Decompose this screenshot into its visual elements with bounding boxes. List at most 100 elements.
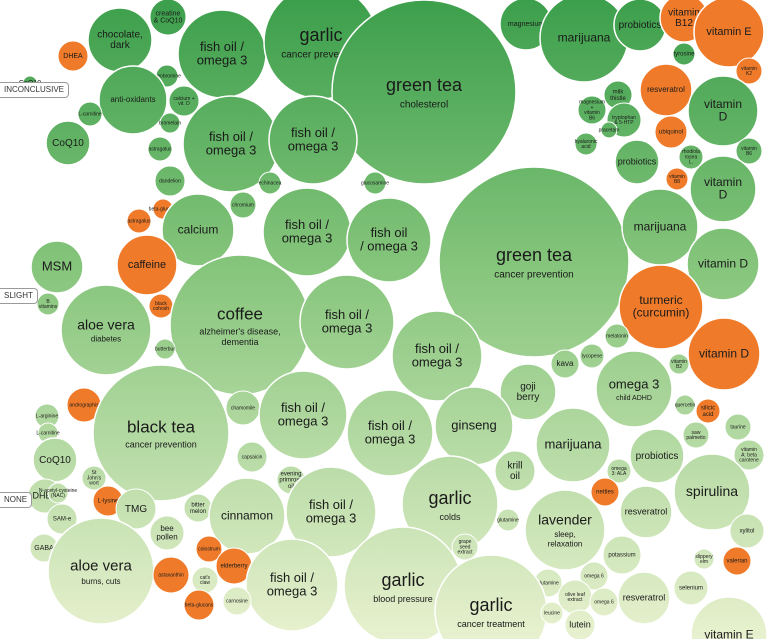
bubble-astaxanthin[interactable] xyxy=(152,556,190,594)
bubble-resveratrol[interactable] xyxy=(617,571,671,625)
bubble-resveratrol[interactable] xyxy=(619,485,673,539)
bubble-green-tea[interactable] xyxy=(438,166,630,358)
bubble-label-ginseng: ginseng xyxy=(451,418,497,433)
bubble-omega-6[interactable] xyxy=(579,561,609,591)
bubble-label-rhodiola-rosea-l: rhodiola rosea L. xyxy=(682,149,700,166)
bubble-colostrum[interactable] xyxy=(195,535,223,563)
bubble-dandelion[interactable] xyxy=(154,165,186,197)
bubble-grape-seed-extract[interactable] xyxy=(451,533,479,561)
bubble-pracetam[interactable] xyxy=(600,121,618,139)
bubble-tyrosine[interactable] xyxy=(672,42,696,66)
bubble-vitamin-e[interactable] xyxy=(690,596,768,639)
bubble-label-leucine: leucine xyxy=(544,610,560,616)
bubble-probiotics[interactable] xyxy=(629,428,685,484)
bubble-taurine[interactable] xyxy=(724,413,752,441)
bubble-melatonin[interactable] xyxy=(604,323,630,349)
bubble-lavender[interactable] xyxy=(524,489,606,571)
bubble-st-john-s-wort[interactable] xyxy=(81,465,107,491)
bubble-omega-3[interactable] xyxy=(595,350,673,428)
bubble-n-acetyl-cysteine-nac[interactable] xyxy=(47,482,69,504)
bubble-label-fish-oil-omega-3: fish oil / omega 3 xyxy=(412,341,463,370)
bubble-butterbur[interactable] xyxy=(154,338,176,360)
bubble-leucine[interactable] xyxy=(540,601,564,625)
bubble-valerian[interactable] xyxy=(722,546,752,576)
bubble-vitamin-d[interactable] xyxy=(687,75,759,147)
bubble-calcium[interactable] xyxy=(161,193,235,267)
bubble-hyaluronic-acid[interactable] xyxy=(574,132,598,156)
bubble-vitamin-k2[interactable] xyxy=(735,57,763,85)
bubble-vitamin-d[interactable] xyxy=(687,317,761,391)
bubble-fish-oil-omega-3[interactable] xyxy=(391,310,483,402)
bubble-vitamin-d[interactable] xyxy=(686,227,760,301)
bubble-lycopene[interactable] xyxy=(579,343,605,369)
bubble-fish-oil-omega-3[interactable] xyxy=(245,538,339,632)
bubble-sam-e[interactable] xyxy=(46,503,78,535)
bubble-echinacea[interactable] xyxy=(258,171,282,195)
bubble-label-vitamin-b8: vitamin B8 xyxy=(669,174,685,185)
bubble-chromium[interactable] xyxy=(229,191,257,219)
bubble-fish-oil-omega-3[interactable] xyxy=(258,370,348,460)
bubble-fish-oil-omega-3[interactable] xyxy=(299,274,395,370)
bubble-nettles[interactable] xyxy=(590,477,620,507)
bubble-vitamin-e[interactable] xyxy=(693,0,765,68)
bubble-astragalus[interactable] xyxy=(147,136,173,162)
bubble-bromelain[interactable] xyxy=(159,112,181,134)
bubble-vitamin-b2[interactable] xyxy=(668,353,690,375)
bubble-selenium[interactable] xyxy=(673,570,709,606)
bubble-turmeric-curcumin[interactable] xyxy=(618,264,704,350)
bubble-xylitol[interactable] xyxy=(729,513,765,549)
bubble-fish-oil-omega-3[interactable] xyxy=(268,95,358,185)
bubble-goji-berry[interactable] xyxy=(499,363,557,421)
bubble-vitamin-d[interactable] xyxy=(689,155,757,223)
bubble-silicic-acid[interactable] xyxy=(695,398,721,424)
bubble-astragalus[interactable] xyxy=(126,208,152,234)
bubble-anti-oxidants[interactable] xyxy=(98,65,168,135)
bubble-caffeine[interactable] xyxy=(116,234,178,296)
bubble-label-dhea: DHEA xyxy=(32,490,57,500)
bubble-calcium-vit-d[interactable] xyxy=(168,85,200,117)
bubble-krill-oil[interactable] xyxy=(494,450,536,492)
bubble-kava[interactable] xyxy=(550,349,580,379)
bubble-aloe-vera[interactable] xyxy=(60,284,152,376)
bubble-b-vitamins[interactable] xyxy=(36,292,60,316)
bubble-fish-oil-omega-3[interactable] xyxy=(346,389,434,477)
bubble-vitamin-b6[interactable] xyxy=(735,137,763,165)
bubble-potassium[interactable] xyxy=(602,535,642,575)
bubble-black-tea[interactable] xyxy=(92,364,230,502)
bubble-bee-pollen[interactable] xyxy=(149,515,185,551)
bubble-msm[interactable] xyxy=(30,240,84,294)
bubble-ubiquinol[interactable] xyxy=(654,115,688,149)
bubble-green-tea[interactable] xyxy=(331,0,517,185)
bubble-l-carnitine[interactable] xyxy=(77,101,103,127)
bubble-creatine-coq10[interactable] xyxy=(149,0,187,36)
bubble-saw-palmetto[interactable] xyxy=(682,421,710,449)
bubble-slippery-elm[interactable] xyxy=(693,548,715,570)
bubble-label-cinnamon: cinnamon xyxy=(221,508,273,522)
bubble-label-fish-oil-omega-3: fish oil / omega 3 xyxy=(288,125,339,154)
bubble-dhea[interactable] xyxy=(57,40,89,72)
bubble-beta-glucans[interactable] xyxy=(183,589,215,621)
bubble-carnosine[interactable] xyxy=(222,586,252,616)
bubble-label-garlic: garlic xyxy=(469,595,512,615)
bubble-coq10[interactable] xyxy=(45,120,91,166)
bubble-glucosamine[interactable] xyxy=(363,171,387,195)
bubble-lutein[interactable] xyxy=(564,609,596,639)
bubble-magnesium-vitamin-b6[interactable] xyxy=(577,95,607,125)
bubble-fish-oil-omega-3[interactable] xyxy=(346,197,432,283)
bubble-rhodiola-rosea-l[interactable] xyxy=(678,144,704,170)
bubble-glutamine[interactable] xyxy=(496,508,520,532)
bubble-probiotics[interactable] xyxy=(614,139,660,185)
bubble-vitamin-a-beta-carotene[interactable] xyxy=(733,439,765,471)
bubble-spirulina[interactable] xyxy=(673,453,751,531)
bubble-vitamin-b8[interactable] xyxy=(665,167,689,191)
bubble-label-probiotics: probiotics xyxy=(618,156,657,166)
bubble-marijuana[interactable] xyxy=(535,407,611,483)
bubble-fish-oil-omega-3[interactable] xyxy=(285,466,377,558)
bubble-omega-3-ala[interactable] xyxy=(606,458,632,484)
bubble-quercetin[interactable] xyxy=(674,394,696,416)
bubble-tmg[interactable] xyxy=(115,488,157,530)
bubble-label-vitamin-b12: vitamin B12 xyxy=(668,8,700,30)
bubble-resveratrol[interactable] xyxy=(639,63,693,117)
bubble-capsaicin[interactable] xyxy=(236,441,268,473)
